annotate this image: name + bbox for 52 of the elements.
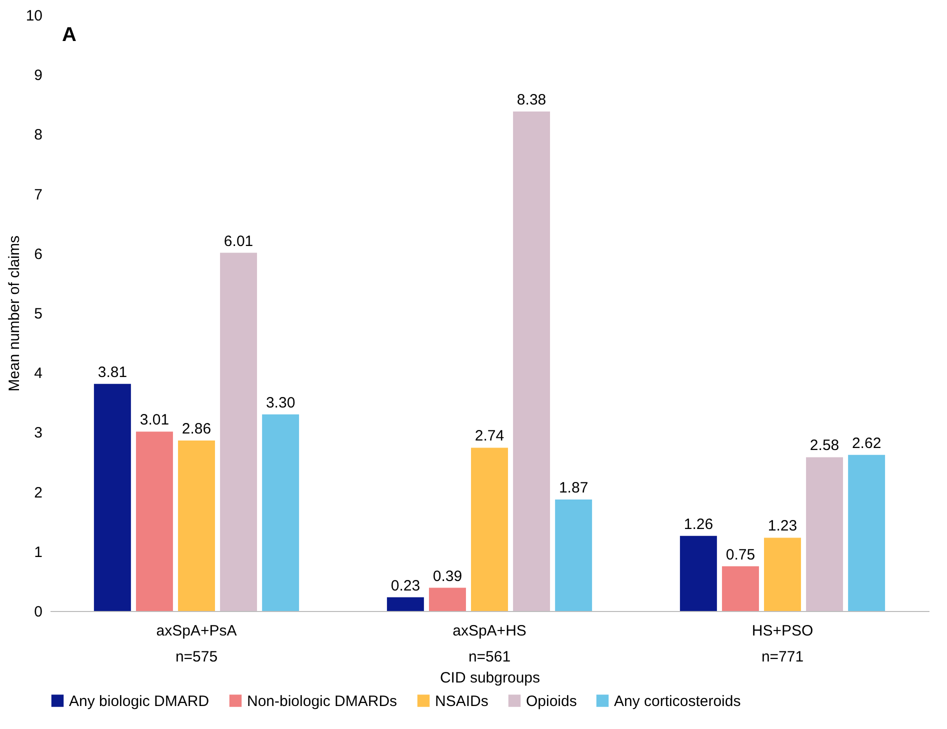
bar xyxy=(178,440,215,611)
data-label: 2.58 xyxy=(810,437,840,454)
bar xyxy=(428,588,466,611)
data-label: 3.30 xyxy=(266,394,296,412)
bar xyxy=(555,500,592,611)
y-tick-label: 3 xyxy=(34,424,42,442)
data-label: 0.75 xyxy=(726,546,756,564)
data-label: 1.23 xyxy=(768,518,798,535)
y-tick-label: 5 xyxy=(34,306,42,322)
y-tick-label: 2 xyxy=(34,484,42,502)
bar xyxy=(680,536,717,611)
data-label: 2.62 xyxy=(852,434,882,452)
bar xyxy=(94,384,131,611)
y-tick-label: 0 xyxy=(34,604,42,620)
data-label: 6.01 xyxy=(224,232,254,250)
data-label: 0.39 xyxy=(432,568,462,585)
bar xyxy=(806,457,844,611)
y-tick-label: 1 xyxy=(34,544,42,561)
bar xyxy=(386,597,424,611)
bar xyxy=(764,538,801,611)
legend-label: Any corticosteroids xyxy=(614,692,741,710)
bar xyxy=(136,432,173,611)
bar xyxy=(220,252,258,611)
bar xyxy=(848,454,886,611)
data-label: 3.01 xyxy=(140,412,170,429)
data-label: 1.87 xyxy=(558,480,588,497)
data-label: 1.26 xyxy=(684,516,714,533)
bar xyxy=(722,566,759,611)
data-label: 2.86 xyxy=(182,420,212,438)
y-tick-label: 8 xyxy=(34,126,42,144)
y-tick-label: 9 xyxy=(34,67,42,84)
bar xyxy=(513,112,550,611)
x-tick-label: HS+PSO n=771 xyxy=(752,622,814,666)
x-tick-label: axSpA+HS n=561 xyxy=(452,622,526,666)
legend-label: NSAIDs xyxy=(435,692,488,710)
bar xyxy=(262,414,300,611)
y-tick-label: 7 xyxy=(34,186,42,204)
data-label: 3.81 xyxy=(98,364,128,381)
data-label: 2.74 xyxy=(474,428,504,445)
x-axis-title: CID subgroups xyxy=(440,670,540,686)
y-axis-title: Mean number of claims xyxy=(6,236,23,392)
bar xyxy=(471,448,508,611)
legend-label: Opioids xyxy=(526,692,577,710)
x-tick-label: axSpA+PsA n=575 xyxy=(156,622,237,666)
legend-label: Non-biologic DMARDs xyxy=(247,692,398,710)
y-tick-label: 4 xyxy=(34,365,42,382)
legend-label: Any biologic DMARD xyxy=(69,692,210,710)
data-label: 8.38 xyxy=(516,92,546,109)
annotation: A xyxy=(62,24,76,46)
data-label: 0.23 xyxy=(390,577,420,594)
y-tick-label: 6 xyxy=(34,246,42,263)
y-tick-label: 10 xyxy=(26,8,42,24)
